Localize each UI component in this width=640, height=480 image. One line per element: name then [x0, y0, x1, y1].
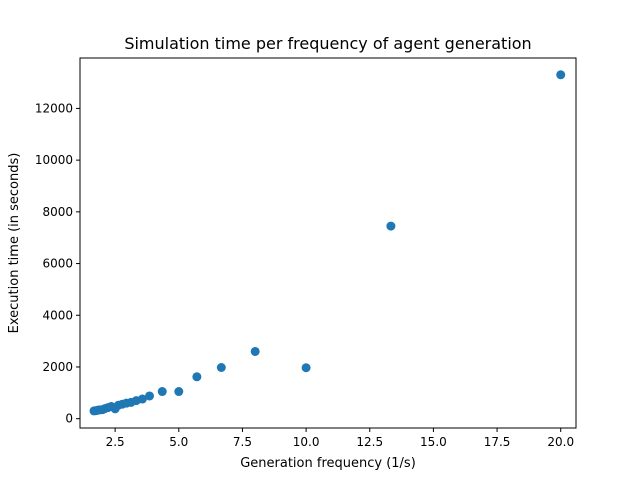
data-point [157, 387, 167, 397]
data-point [137, 394, 147, 404]
y-tick-label: 6000 [42, 257, 73, 271]
data-point [174, 387, 184, 397]
data-point [145, 391, 155, 401]
x-axis: 2.5 5.0 7.5 10.0 12.5 15.0 17.5 20.0 [106, 428, 574, 449]
x-tick-label: 12.5 [356, 435, 383, 449]
data-point [301, 363, 311, 373]
data-point [216, 362, 226, 372]
plot-area [89, 70, 566, 416]
y-tick-label: 10000 [35, 153, 73, 167]
x-tick-label: 15.0 [420, 435, 447, 449]
y-tick-label: 8000 [42, 205, 73, 219]
y-tick-label: 12000 [35, 101, 73, 115]
x-tick-label: 17.5 [484, 435, 511, 449]
x-tick-label: 5.0 [169, 435, 188, 449]
x-tick-label: 10.0 [293, 435, 320, 449]
axes-frame [79, 57, 577, 429]
y-tick-label: 4000 [42, 308, 73, 322]
x-tick-label: 20.0 [547, 435, 574, 449]
data-point [386, 221, 396, 231]
data-point [250, 346, 260, 356]
x-axis-label: Generation frequency (1/s) [240, 456, 416, 471]
data-point [192, 372, 202, 382]
chart-title: Simulation time per frequency of agent g… [124, 34, 531, 53]
y-axis-label: Execution time (in seconds) [7, 153, 22, 334]
data-point [556, 70, 566, 80]
x-tick-label: 2.5 [106, 435, 125, 449]
x-tick-label: 7.5 [233, 435, 252, 449]
y-tick-label: 0 [65, 412, 73, 426]
y-tick-label: 2000 [42, 360, 73, 374]
y-axis: 0 2000 4000 6000 8000 10000 12000 [35, 101, 80, 426]
